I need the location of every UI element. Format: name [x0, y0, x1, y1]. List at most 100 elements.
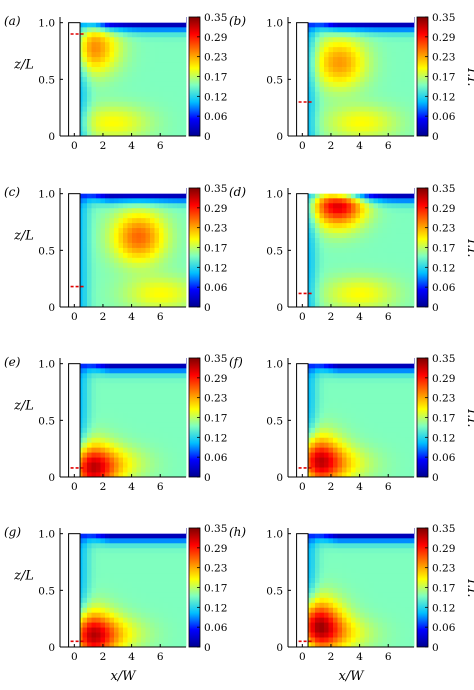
heatmap-cell [383, 418, 388, 423]
heatmap-cell [96, 287, 101, 292]
heatmap-cell [123, 32, 128, 37]
heatmap-cell [92, 622, 97, 627]
heatmap-cell [177, 193, 182, 198]
heatmap-cell [168, 96, 173, 101]
heatmap-cell [168, 462, 173, 467]
heatmap-cell [164, 553, 169, 558]
heatmap-cell [369, 116, 374, 121]
heatmap-cell [351, 91, 356, 96]
heatmap-cell [351, 282, 356, 287]
heatmap-cell [87, 368, 92, 373]
heatmap-cell [141, 607, 146, 612]
heatmap-cell [410, 398, 415, 403]
heatmap-cell [311, 462, 316, 467]
heatmap-cell [92, 81, 97, 86]
heatmap-cell [105, 583, 110, 588]
heatmap-cell [311, 193, 316, 198]
heatmap-cell [324, 277, 329, 282]
heatmap-cell [159, 588, 164, 593]
heatmap-cell [168, 553, 173, 558]
heatmap-cell [164, 111, 169, 116]
heatmap-cell [150, 218, 155, 223]
heatmap-cell [182, 578, 187, 583]
heatmap-cell [333, 208, 338, 213]
heatmap-cell [182, 52, 187, 57]
heatmap-cell [177, 121, 182, 126]
heatmap-cell [92, 578, 97, 583]
heatmap-cell [96, 32, 101, 37]
heatmap-cell [101, 378, 106, 383]
heatmap-cell [96, 602, 101, 607]
heatmap-cell [128, 373, 133, 378]
heatmap-cell [105, 568, 110, 573]
heatmap-cell [114, 111, 119, 116]
heatmap-cell [396, 243, 401, 248]
heatmap-cell [119, 42, 124, 47]
heatmap-cell [177, 637, 182, 642]
heatmap-cell [405, 233, 410, 238]
colorbar-tick-label: 0.06 [432, 111, 456, 123]
heatmap-cell [101, 223, 106, 228]
heatmap-cell [105, 106, 110, 111]
heatmap-cell [410, 267, 415, 272]
heatmap-cell [182, 272, 187, 277]
heatmap-cell [401, 287, 406, 292]
heatmap-cell [164, 287, 169, 292]
heatmap-cell [182, 106, 187, 111]
heatmap-cell [105, 292, 110, 297]
heatmap-cell [137, 57, 142, 62]
heatmap-cell [173, 612, 178, 617]
x-tick-label: 6 [157, 140, 164, 152]
heatmap-cell [119, 363, 124, 368]
heatmap-cell [401, 81, 406, 86]
heatmap-cell [132, 287, 137, 292]
heatmap-cell [101, 617, 106, 622]
heatmap-cell [387, 432, 392, 437]
heatmap-cell [369, 363, 374, 368]
heatmap-cell [177, 413, 182, 418]
heatmap-cell [342, 287, 347, 292]
heatmap-cell [360, 252, 365, 257]
heatmap-cell [132, 248, 137, 253]
heatmap-cell [329, 203, 334, 208]
heatmap-cell [387, 422, 392, 427]
heatmap-cell [405, 67, 410, 72]
heatmap-cell [365, 101, 370, 106]
heatmap-cell [182, 632, 187, 637]
heatmap-cell [374, 52, 379, 57]
heatmap-cell [164, 393, 169, 398]
heatmap-cell [137, 252, 142, 257]
heatmap-cell [132, 121, 137, 126]
heatmap-cell [92, 363, 97, 368]
heatmap-cell [342, 52, 347, 57]
heatmap-cell [351, 62, 356, 67]
heatmap-cell [101, 627, 106, 632]
heatmap-cell [392, 42, 397, 47]
heatmap-cell [137, 277, 142, 282]
heatmap-cell [351, 408, 356, 413]
heatmap-cell [123, 262, 128, 267]
heatmap-cell [150, 292, 155, 297]
heatmap-cell [392, 203, 397, 208]
heatmap-cell [365, 403, 370, 408]
heatmap-cell [378, 432, 383, 437]
heatmap-cell [141, 452, 146, 457]
heatmap-cell [387, 22, 392, 27]
heatmap-cell [324, 52, 329, 57]
heatmap-cell [155, 233, 160, 238]
heatmap-cell [405, 368, 410, 373]
heatmap-cell [159, 277, 164, 282]
heatmap-cell [123, 597, 128, 602]
heatmap-cell [173, 442, 178, 447]
heatmap-cell [177, 91, 182, 96]
heatmap-cell [173, 543, 178, 548]
heatmap-cell [374, 373, 379, 378]
heatmap-cell [338, 111, 343, 116]
body-outline [69, 23, 80, 136]
heatmap-cell [351, 203, 356, 208]
heatmap-cell [110, 198, 115, 203]
heatmap-cell [114, 257, 119, 262]
heatmap-cell [114, 233, 119, 238]
heatmap-cell [128, 86, 133, 91]
heatmap-cell [110, 47, 115, 52]
